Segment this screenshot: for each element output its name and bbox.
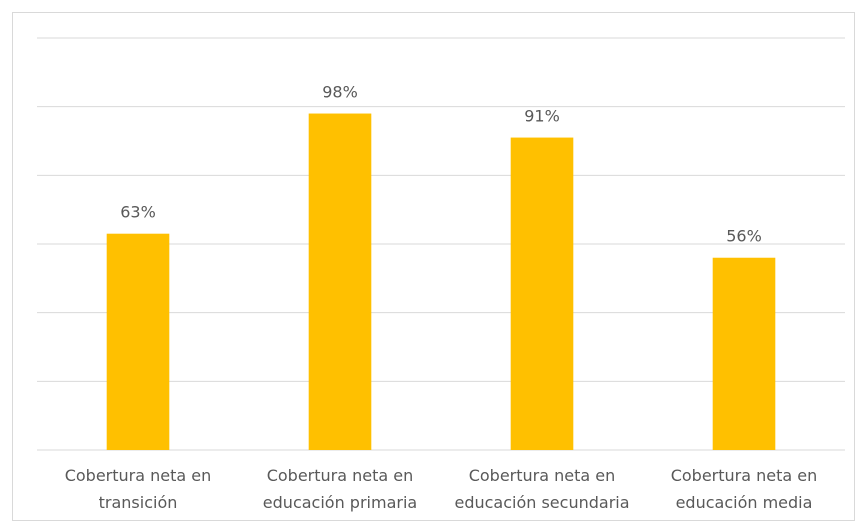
- data-label: 91%: [524, 107, 560, 126]
- bar: [106, 233, 170, 450]
- x-tick-label: Cobertura neta en educación secundaria: [454, 466, 630, 512]
- bar: [308, 113, 372, 451]
- x-tick-label: Cobertura neta en transición: [64, 466, 212, 512]
- x-tick-label: Cobertura neta en educación primaria: [262, 466, 418, 512]
- data-label: 63%: [120, 203, 156, 222]
- x-tick-label: Cobertura neta en educación media: [670, 466, 818, 512]
- data-label: 56%: [726, 227, 762, 246]
- bar: [712, 257, 776, 450]
- data-label: 98%: [322, 83, 358, 102]
- bar: [510, 137, 574, 451]
